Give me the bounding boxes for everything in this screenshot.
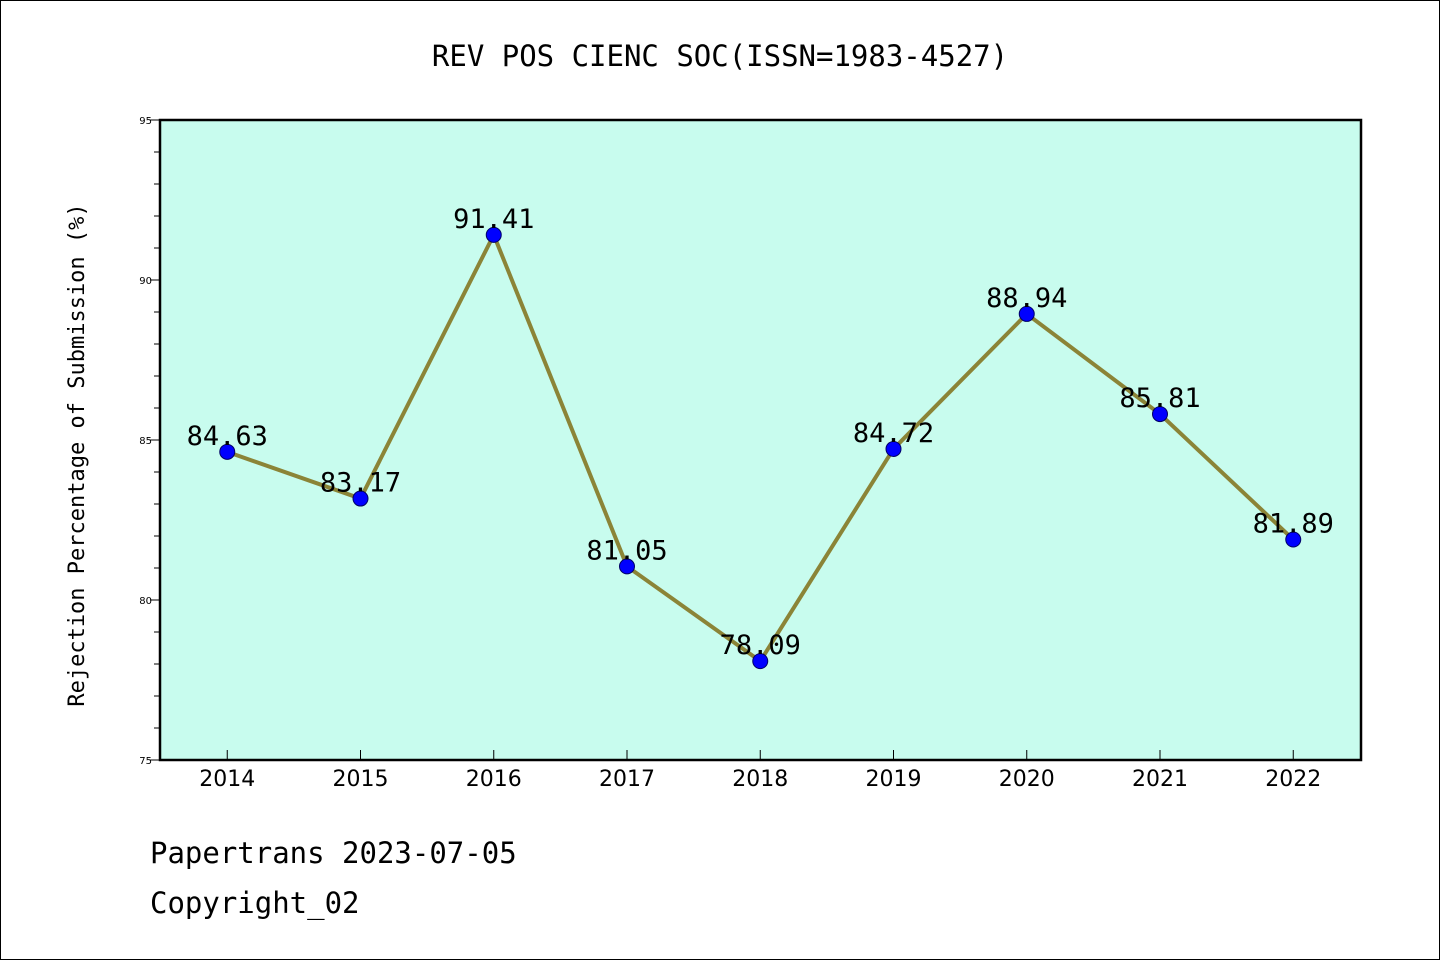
data-value-label: 85.81 [1119, 383, 1200, 414]
data-point-marker [1285, 531, 1302, 548]
data-point-marker [485, 226, 502, 243]
data-value-label: 81.05 [586, 535, 667, 566]
data-value-label: 78.09 [720, 630, 801, 661]
data-value-label: 88.94 [986, 283, 1067, 314]
chart-title: REV POS CIENC SOC(ISSN=1983-4527) [432, 39, 1008, 73]
data-markers [219, 226, 1302, 670]
x-tick-label: 2016 [466, 767, 522, 792]
data-value-label: 81.89 [1253, 509, 1334, 540]
data-point-marker [1152, 406, 1168, 423]
footer-copyright-text: Copyright_02 [150, 886, 360, 920]
x-tick-label: 2022 [1265, 767, 1321, 792]
y-axis-ticks: 75 80 85 90 95 [139, 116, 160, 767]
x-tick-label: 2021 [1132, 767, 1188, 792]
footer-date-text: Papertrans 2023-07-05 [150, 836, 517, 870]
data-point-marker [619, 558, 635, 575]
data-value-label: 84.72 [853, 418, 934, 449]
x-tick-label: 2018 [732, 767, 788, 792]
data-labels: 84.63 83.17 91.41 81.05 78.09 84.72 88.94 85.81… [187, 204, 1334, 661]
data-point-marker [885, 440, 902, 457]
y-tick-label: 90 [139, 276, 152, 287]
y-tick-label: 85 [139, 436, 152, 447]
y-tick-label: 75 [139, 756, 152, 767]
data-value-label: 83.17 [320, 468, 401, 499]
data-point-marker [752, 653, 769, 670]
data-point-marker [352, 490, 369, 507]
x-tick-label: 2019 [866, 767, 922, 792]
data-point-marker [219, 443, 236, 460]
x-tick-label: 2020 [999, 767, 1055, 792]
data-value-label: 84.63 [187, 421, 268, 452]
x-axis-ticks: 2014 2015 2016 2017 2018 2019 2020 2021 2022 [199, 750, 1321, 792]
plot-border [158, 118, 1363, 762]
y-tick-label: 95 [139, 116, 152, 127]
x-tick-label: 2017 [599, 767, 655, 792]
x-tick-label: 2014 [199, 767, 255, 792]
y-axis-label: Rejection Percentage of Submission (%) [65, 203, 90, 706]
y-tick-label: 80 [139, 596, 152, 607]
x-tick-label: 2015 [333, 767, 389, 792]
data-value-label: 91.41 [453, 204, 534, 235]
data-point-marker [1018, 305, 1035, 322]
